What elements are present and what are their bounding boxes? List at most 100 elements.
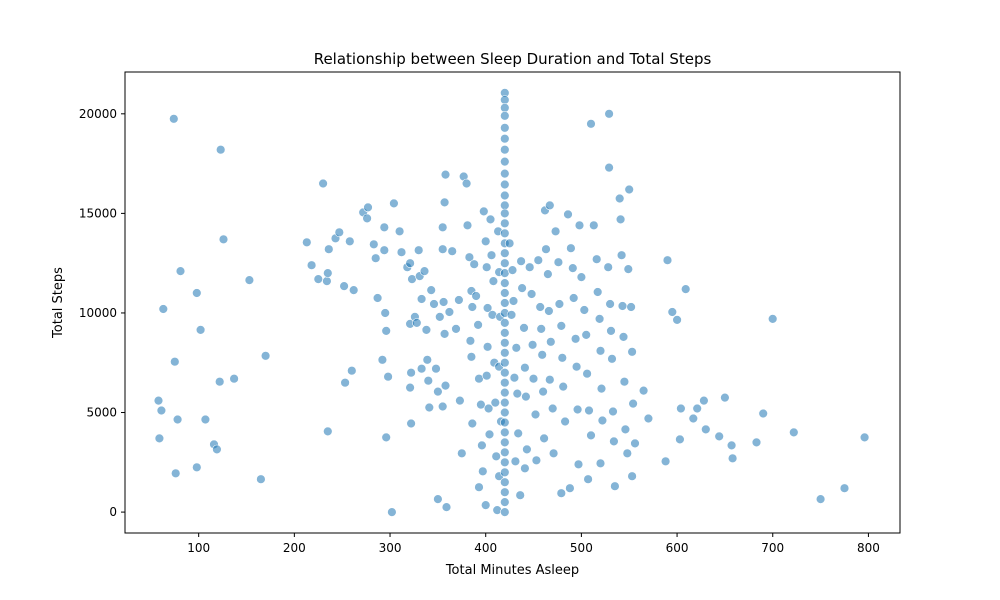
data-point: [660, 456, 671, 466]
data-point: [789, 427, 799, 438]
data-point: [589, 220, 599, 231]
data-point: [422, 355, 432, 365]
data-point: [439, 197, 450, 208]
data-point: [609, 436, 619, 447]
data-point: [758, 408, 768, 419]
data-point: [500, 218, 510, 229]
data-point: [623, 264, 633, 274]
data-point: [381, 432, 391, 443]
data-point: [349, 285, 359, 295]
data-point: [323, 426, 333, 437]
data-point: [676, 403, 686, 414]
x-tick-label: 300: [379, 541, 402, 555]
data-point: [500, 103, 510, 113]
data-point: [579, 305, 589, 315]
data-point: [556, 488, 566, 498]
x-tick-label: 700: [761, 541, 784, 555]
x-tick-label: 500: [570, 541, 593, 555]
data-point: [500, 95, 510, 105]
data-point: [815, 494, 826, 504]
data-point: [616, 250, 627, 260]
x-tick-label: 800: [857, 541, 880, 555]
data-point: [720, 392, 730, 403]
data-point: [500, 507, 510, 517]
data-point: [438, 401, 448, 412]
data-point: [517, 283, 527, 293]
data-point: [596, 383, 607, 394]
data-point: [482, 303, 493, 313]
data-point: [692, 403, 702, 414]
data-point: [313, 274, 323, 284]
data-point: [500, 447, 510, 457]
data-point: [467, 418, 477, 429]
data-point: [541, 244, 551, 254]
data-point: [504, 238, 515, 249]
data-point: [389, 198, 399, 209]
data-point: [377, 355, 388, 365]
data-point: [628, 398, 638, 409]
data-point: [500, 123, 510, 133]
data-point: [441, 502, 452, 512]
data-point: [839, 483, 850, 493]
data-point: [488, 276, 499, 286]
plot-frame: [124, 71, 901, 534]
data-point: [510, 456, 521, 466]
data-point: [672, 315, 682, 325]
data-point: [381, 326, 391, 336]
data-point: [192, 462, 202, 472]
data-point: [643, 413, 654, 424]
x-tick-label: 400: [474, 541, 497, 555]
data-point: [500, 168, 510, 179]
data-point: [491, 451, 501, 461]
data-point: [608, 406, 618, 417]
data-point: [521, 391, 531, 402]
data-point: [528, 374, 539, 384]
data-point: [548, 448, 559, 458]
chart-title: Relationship between Sleep Duration and …: [314, 50, 712, 68]
data-point: [571, 362, 582, 372]
data-point: [545, 200, 555, 211]
data-point: [568, 263, 578, 273]
data-point: [412, 318, 422, 328]
data-point: [520, 463, 530, 473]
data-point: [462, 220, 473, 231]
data-point: [547, 403, 558, 414]
data-point: [490, 397, 500, 408]
data-point: [324, 244, 334, 254]
data-point: [447, 246, 457, 256]
data-point: [345, 236, 355, 247]
data-point: [485, 214, 496, 225]
data-point: [573, 459, 584, 469]
data-point: [424, 402, 434, 413]
data-point: [620, 424, 631, 435]
data-point: [527, 340, 538, 350]
data-point: [557, 353, 567, 363]
data-point: [667, 307, 677, 317]
data-point: [438, 222, 448, 233]
x-axis: 100 200 300 400 500 600 700 800: [187, 533, 880, 555]
data-point: [394, 226, 405, 237]
data-point: [560, 416, 570, 427]
data-point: [477, 440, 487, 451]
data-point: [172, 414, 183, 425]
data-point: [471, 291, 481, 301]
data-point: [617, 301, 628, 311]
data-point: [544, 306, 554, 316]
data-point: [556, 321, 566, 331]
data-point: [339, 281, 349, 291]
data-point: [347, 366, 357, 376]
data-point: [610, 481, 620, 491]
data-point: [565, 483, 575, 493]
data-point: [500, 338, 510, 348]
data-point: [429, 299, 439, 309]
x-tick-label: 200: [283, 541, 306, 555]
data-point: [416, 294, 427, 304]
data-point: [486, 250, 497, 260]
data-point: [531, 455, 542, 465]
data-point: [383, 372, 393, 382]
data-point: [714, 431, 724, 442]
data-point: [699, 395, 709, 406]
data-point: [192, 288, 202, 298]
y-axis-label: Total Steps: [51, 267, 66, 339]
